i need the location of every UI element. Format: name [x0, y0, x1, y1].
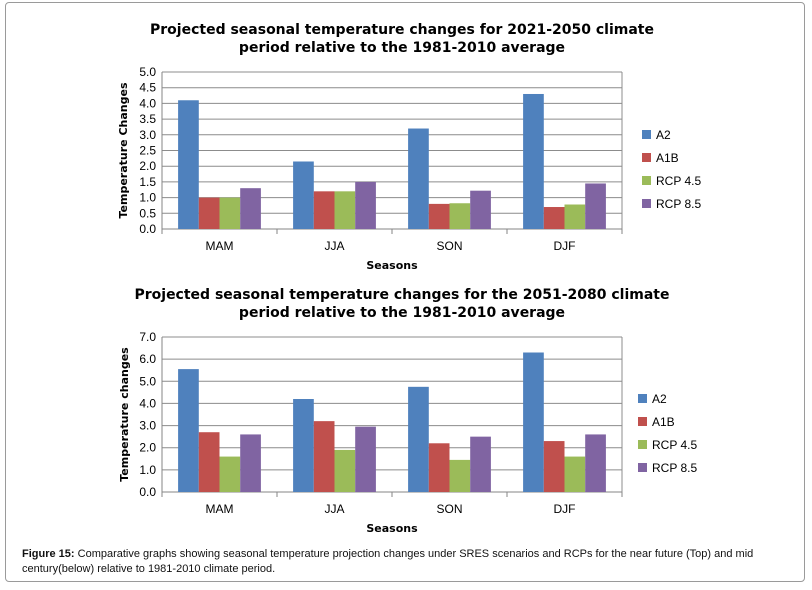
x-tick-label: SON [436, 502, 462, 516]
x-axis-title: Seasons [366, 522, 418, 535]
bar-a2-jja [293, 161, 314, 229]
y-tick-label: 6.0 [139, 352, 156, 366]
y-tick-label: 5.0 [139, 374, 156, 388]
bar-a1b-mam [198, 197, 220, 229]
bar-rcp-8-5-jja [355, 181, 376, 229]
y-tick-label: 2.0 [139, 159, 156, 173]
figure-frame [5, 2, 805, 582]
bar-rcp-8-5-jja [355, 426, 376, 492]
y-tick-label: 4.0 [139, 396, 156, 410]
y-tick-label: 3.0 [139, 128, 156, 142]
bar-rcp-8-5-son [470, 190, 491, 229]
y-tick-label: 3.0 [139, 419, 156, 433]
y-tick-label: 5.0 [139, 65, 156, 79]
legend-swatch [642, 130, 651, 139]
chart-2: Projected seasonal temperature changes f… [118, 287, 697, 535]
y-tick-label: 0.0 [139, 485, 156, 499]
bar-rcp-4-5-mam [219, 456, 241, 492]
x-tick-label: SON [436, 239, 462, 253]
bar-rcp-8-5-mam [240, 188, 261, 229]
bar-rcp-4-5-jja [334, 449, 356, 492]
y-tick-label: 0.5 [139, 206, 156, 220]
bar-a1b-jja [313, 191, 335, 229]
bar-rcp-8-5-djf [585, 183, 606, 229]
legend-label: RCP 4.5 [652, 438, 697, 452]
chart-1: Projected seasonal temperature changes f… [117, 22, 701, 272]
bar-rcp-4-5-son [449, 203, 471, 229]
bar-a2-djf [523, 352, 544, 492]
x-tick-label: JJA [324, 502, 344, 516]
bar-rcp-4-5-mam [219, 197, 241, 229]
bar-rcp-4-5-jja [334, 191, 356, 229]
y-tick-label: 2.5 [139, 144, 156, 158]
bar-rcp-8-5-mam [240, 434, 261, 492]
bar-a2-son [408, 386, 429, 492]
bar-a1b-mam [198, 432, 220, 492]
x-axis-title: Seasons [366, 259, 418, 272]
x-tick-label: MAM [206, 239, 234, 253]
y-axis-title: Temperature Changes [117, 82, 130, 218]
x-tick-label: DJF [554, 239, 576, 253]
legend-label: A2 [656, 128, 671, 142]
x-tick-label: JJA [324, 239, 344, 253]
legend-swatch [642, 153, 651, 162]
bar-a1b-son [428, 203, 450, 229]
bar-a1b-jja [313, 421, 335, 492]
bar-a1b-djf [543, 441, 565, 492]
bar-rcp-4-5-djf [564, 204, 586, 229]
legend-swatch [638, 440, 647, 449]
bar-a1b-djf [543, 207, 565, 229]
x-tick-label: MAM [206, 502, 234, 516]
chart-title-line: period relative to the 1981-2010 average [239, 305, 565, 321]
legend-swatch [642, 199, 651, 208]
legend-swatch [642, 176, 651, 185]
bar-a2-mam [178, 369, 199, 492]
caption-text: Comparative graphs showing seasonal temp… [22, 548, 754, 575]
bar-a2-jja [293, 399, 314, 492]
bar-a2-djf [523, 93, 544, 229]
legend-swatch [638, 394, 647, 403]
figure-caption: Figure 15: Comparative graphs showing se… [22, 547, 790, 577]
y-tick-label: 7.0 [139, 330, 156, 344]
bar-a1b-son [428, 443, 450, 492]
y-tick-label: 1.0 [139, 463, 156, 477]
legend-label: RCP 8.5 [656, 197, 701, 211]
y-tick-label: 1.0 [139, 191, 156, 205]
y-tick-label: 2.0 [139, 441, 156, 455]
caption-label: Figure 15: [22, 548, 75, 560]
chart-title-line: Projected seasonal temperature changes f… [150, 22, 654, 38]
legend-label: A1B [652, 415, 675, 429]
y-tick-label: 1.5 [139, 175, 156, 189]
y-tick-label: 0.0 [139, 222, 156, 236]
bar-rcp-8-5-djf [585, 434, 606, 492]
chart-title-line: period relative to the 1981-2010 average [239, 40, 565, 56]
bar-rcp-4-5-son [449, 459, 471, 492]
y-tick-label: 4.5 [139, 81, 156, 95]
legend-label: RCP 8.5 [652, 461, 697, 475]
bar-rcp-8-5-son [470, 436, 491, 492]
chart-title-line: Projected seasonal temperature changes f… [134, 287, 669, 303]
y-axis-title: Temperature changes [118, 347, 131, 482]
y-tick-label: 3.5 [139, 112, 156, 126]
legend-swatch [638, 463, 647, 472]
legend-swatch [638, 417, 647, 426]
x-tick-label: DJF [554, 502, 576, 516]
bar-a2-son [408, 128, 429, 229]
legend-label: A1B [656, 151, 679, 165]
bar-rcp-4-5-djf [564, 456, 586, 492]
legend-label: RCP 4.5 [656, 174, 701, 188]
legend-label: A2 [652, 392, 667, 406]
y-tick-label: 4.0 [139, 96, 156, 110]
bar-a2-mam [178, 100, 199, 229]
